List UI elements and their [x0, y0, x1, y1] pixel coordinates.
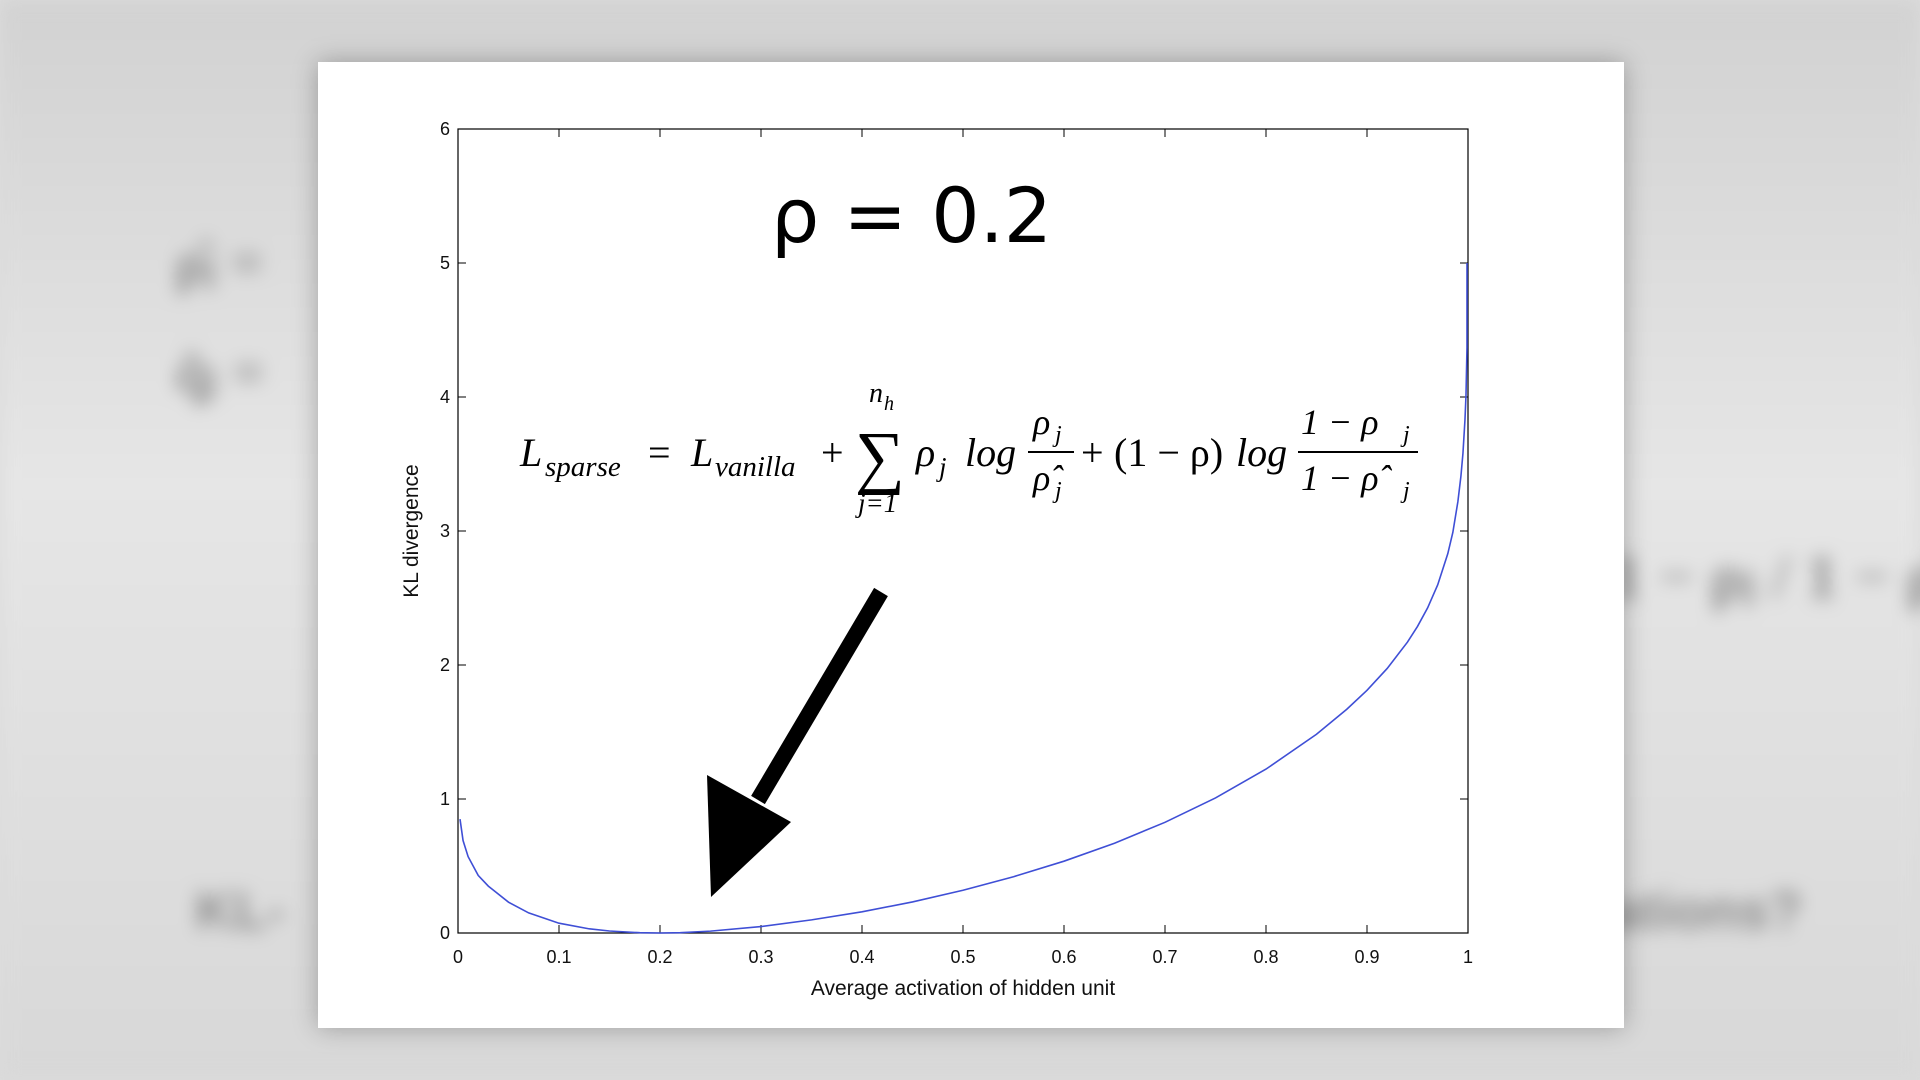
x-tick-label: 0.8: [1253, 947, 1278, 967]
y-tick-label: 4: [440, 387, 450, 407]
x-axis-label: Average activation of hidden unit: [811, 977, 1115, 1000]
y-tick-label: 3: [440, 521, 450, 541]
y-axis-label: KL divergence: [400, 464, 423, 597]
eq-frac1-numerator-subscript: j: [1052, 422, 1062, 448]
eq-frac2-numerator: 1 − ρ: [1301, 402, 1379, 442]
x-tick-label: 0.2: [647, 947, 672, 967]
slide-card: 0 0.1 0.2 0.3 0.4 0.5 0.6 0.7 0.8 0.9 1 0 1 2 3 4 5 6 Ave…: [318, 62, 1624, 1028]
arrow-shaft: [751, 587, 888, 805]
eq-frac2-denominator-subscript: j: [1400, 478, 1410, 504]
x-tick-label: 0.7: [1152, 947, 1177, 967]
eq-sum-upper-subscript: h: [884, 393, 894, 415]
kl-divergence-chart: 0 0.1 0.2 0.3 0.4 0.5 0.6 0.7 0.8 0.9 1 0 1 2 3 4 5 6 Ave…: [400, 119, 1473, 1000]
eq-equals: =: [648, 430, 671, 475]
eq-sum-upper: n: [869, 378, 883, 409]
axis-tick-labels: 0 0.1 0.2 0.3 0.4 0.5 0.6 0.7 0.8 0.9 1 0 1 2 3 4 5 6: [440, 119, 1473, 967]
kl-curve-line: [459, 262, 1468, 934]
x-tick-label: 0.5: [950, 947, 975, 967]
eq-lhs: L: [519, 430, 542, 475]
background-text-q-hat: q̂ⱼ =: [175, 340, 265, 405]
y-tick-label: 2: [440, 655, 450, 675]
x-tick-label: 1: [1463, 947, 1473, 967]
eq-log-2: log: [1236, 430, 1287, 475]
y-tick-label: 0: [440, 923, 450, 943]
eq-plus-2: +: [1081, 430, 1104, 475]
background-text-fraction: 1 − ρⱼ / 1 − ρ̂ⱼ: [1610, 541, 1920, 612]
eq-sum-symbol: ∑: [855, 419, 905, 496]
background-text-rho-hat: ρ̂ⱼ =: [175, 230, 264, 295]
eq-frac1-denominator-subscript: j: [1052, 478, 1062, 504]
arrow-head: [707, 775, 791, 897]
y-tick-label: 6: [440, 119, 450, 139]
eq-sum-lower: j=1: [855, 488, 897, 518]
minimum-pointer-arrow: [707, 587, 888, 897]
eq-frac2-denominator: 1 − ρ̂: [1301, 458, 1393, 498]
eq-frac1-numerator: ρ: [1032, 402, 1050, 442]
x-tick-label: 0.3: [748, 947, 773, 967]
eq-vanilla: L: [690, 430, 713, 475]
x-tick-label: 0: [453, 947, 463, 967]
eq-one-minus-rho: (1 − ρ): [1114, 430, 1223, 475]
background-text-bottom-right: ations?: [1610, 881, 1803, 941]
eq-rho-j-subscript: j: [936, 452, 947, 482]
background-text-bottom-left: KL-: [195, 881, 285, 941]
eq-vanilla-subscript: vanilla: [715, 451, 796, 483]
x-tick-label: 0.6: [1051, 947, 1076, 967]
plot-frame: [457, 128, 1469, 934]
x-tick-label: 0.9: [1354, 947, 1379, 967]
y-tick-label: 1: [440, 789, 450, 809]
eq-rho-j: ρ: [914, 430, 935, 475]
x-tick-label: 0.4: [849, 947, 874, 967]
eq-log-1: log: [965, 430, 1016, 475]
eq-lhs-subscript: sparse: [545, 451, 621, 483]
sparse-loss-equation: L sparse = L vanilla + ∑ n h j=1 ρ j log…: [519, 378, 1418, 518]
eq-plus-1: +: [821, 430, 844, 475]
rho-value-annotation: ρ = 0.2: [771, 171, 1052, 260]
x-tick-label: 0.1: [546, 947, 571, 967]
y-tick-label: 5: [440, 253, 450, 273]
eq-frac2-numerator-subscript: j: [1400, 422, 1410, 448]
